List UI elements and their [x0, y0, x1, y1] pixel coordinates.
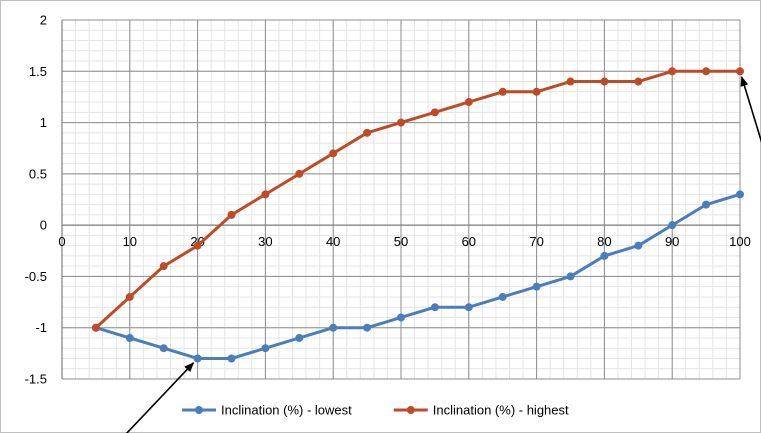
- data-point: [125, 333, 134, 342]
- data-point: [566, 77, 575, 86]
- data-point: [159, 344, 168, 353]
- y-tick-label: -1: [35, 320, 47, 335]
- annotations: [125, 76, 761, 433]
- y-tick-label: 1.5: [29, 64, 47, 79]
- data-point: [464, 98, 473, 107]
- data-point: [736, 67, 744, 76]
- series-line-lowest: [95, 192, 741, 360]
- data-point: [295, 169, 304, 178]
- data-point: [498, 87, 507, 96]
- data-point: [397, 118, 405, 127]
- data-point: [430, 108, 439, 117]
- grid: [61, 19, 741, 380]
- data-point: [363, 323, 372, 332]
- x-tick-label: 0: [58, 234, 65, 249]
- y-tick-label: 2: [40, 13, 47, 28]
- data-point: [532, 282, 541, 291]
- data-point: [91, 323, 100, 332]
- y-tick-label: -0.5: [25, 269, 47, 284]
- axes: 0 10 20 30 40 50 60 70 80 90 10021.510.50-0.5-1-1.…: [25, 13, 751, 387]
- legend-swatch-marker: [195, 406, 203, 414]
- data-point: [430, 303, 439, 312]
- data-point: [634, 77, 643, 86]
- data-point: [600, 77, 609, 86]
- x-tick-label: 60: [462, 234, 476, 249]
- data-point: [125, 292, 134, 301]
- y-tick-label: 0.5: [29, 166, 47, 181]
- legend-swatch-marker: [406, 406, 415, 414]
- x-tick-label: 100: [729, 234, 751, 249]
- y-tick-label: 1: [40, 115, 47, 130]
- x-tick-label: 90: [665, 234, 679, 249]
- x-tick-label: 70: [529, 234, 543, 249]
- data-point: [363, 128, 372, 137]
- x-tick-label: 50: [394, 234, 408, 249]
- data-point: [329, 323, 338, 332]
- data-point: [566, 272, 575, 281]
- y-tick-label: 0: [40, 218, 47, 233]
- data-point: [702, 200, 711, 209]
- data-point: [532, 87, 541, 96]
- data-point: [159, 262, 168, 271]
- y-tick-label: -1.5: [25, 372, 47, 387]
- x-tick-label: 80: [597, 234, 611, 249]
- data-point: [193, 241, 202, 250]
- data-point: [193, 354, 202, 363]
- data-point: [498, 292, 507, 301]
- data-point: [464, 303, 473, 312]
- data-point: [736, 190, 744, 199]
- data-point: [227, 210, 236, 219]
- legend: Inclination (%) - lowest Inclination (%) …: [182, 403, 569, 418]
- legend-label: Inclination (%) - lowest: [221, 403, 352, 418]
- data-point: [397, 313, 405, 322]
- x-tick-label: 40: [326, 234, 340, 249]
- data-point: [668, 67, 677, 76]
- series-line-highest: [94, 69, 740, 329]
- annotation-arrow: [125, 362, 195, 433]
- data-point: [668, 221, 677, 230]
- data-point: [261, 344, 270, 353]
- x-tick-label: 10: [123, 234, 137, 249]
- data-point: [634, 241, 643, 250]
- data-point: [600, 251, 609, 260]
- data-point: [227, 354, 236, 363]
- annotation-arrow: [740, 76, 761, 143]
- data-point: [702, 67, 711, 76]
- data-point: [329, 149, 338, 158]
- x-tick-label: 30: [258, 234, 272, 249]
- series: [91, 67, 744, 363]
- data-point: [261, 190, 270, 199]
- legend-label: Inclination (%) - highest: [433, 403, 569, 418]
- data-point: [295, 333, 304, 342]
